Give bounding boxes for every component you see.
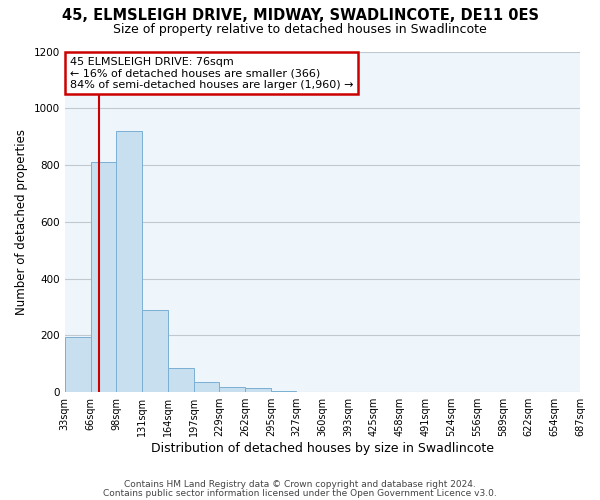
Bar [168, 368, 194, 392]
Text: Contains public sector information licensed under the Open Government Licence v3: Contains public sector information licen… [103, 488, 497, 498]
Bar [91, 162, 116, 392]
Bar [116, 131, 142, 392]
Text: Contains HM Land Registry data © Crown copyright and database right 2024.: Contains HM Land Registry data © Crown c… [124, 480, 476, 489]
Bar [65, 337, 91, 392]
Bar [219, 386, 245, 392]
X-axis label: Distribution of detached houses by size in Swadlincote: Distribution of detached houses by size … [151, 442, 494, 455]
Text: 45, ELMSLEIGH DRIVE, MIDWAY, SWADLINCOTE, DE11 0ES: 45, ELMSLEIGH DRIVE, MIDWAY, SWADLINCOTE… [62, 8, 539, 22]
Bar [245, 388, 271, 392]
Y-axis label: Number of detached properties: Number of detached properties [15, 129, 28, 315]
Bar [194, 382, 219, 392]
Text: 45 ELMSLEIGH DRIVE: 76sqm
← 16% of detached houses are smaller (366)
84% of semi: 45 ELMSLEIGH DRIVE: 76sqm ← 16% of detac… [70, 56, 353, 90]
Text: Size of property relative to detached houses in Swadlincote: Size of property relative to detached ho… [113, 22, 487, 36]
Bar [271, 391, 296, 392]
Bar [142, 310, 168, 392]
